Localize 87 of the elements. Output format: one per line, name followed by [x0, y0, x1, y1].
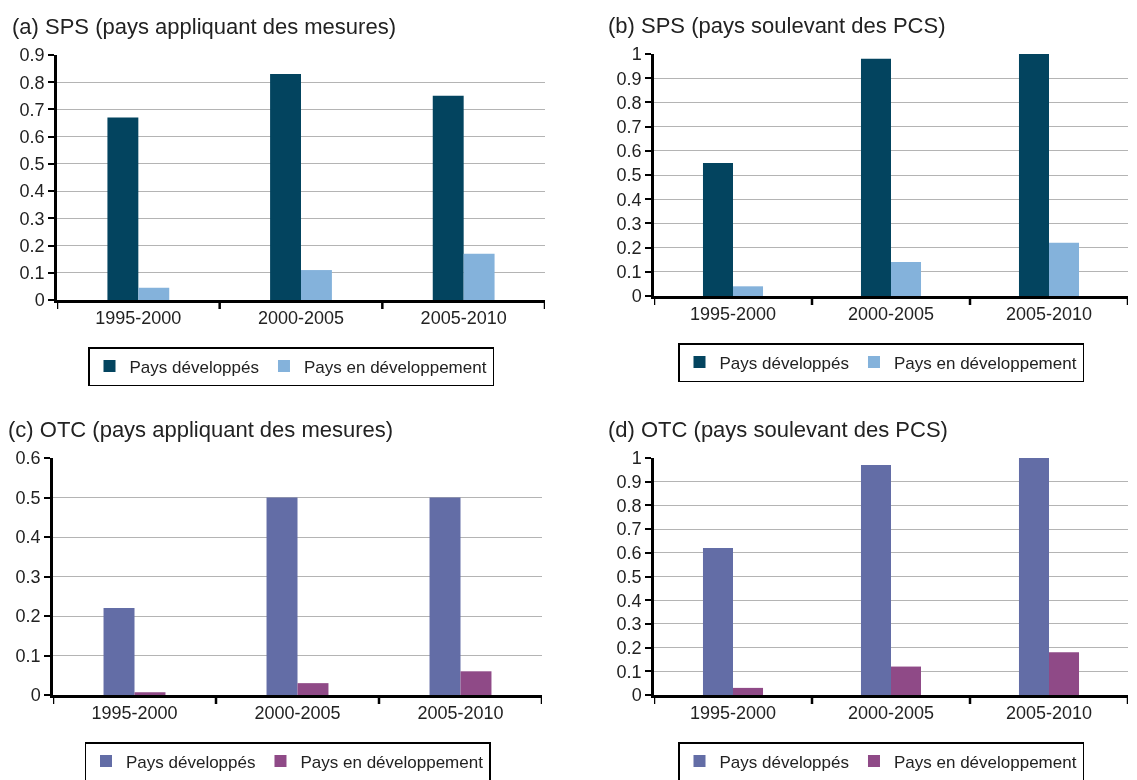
bar	[429, 497, 461, 695]
y-tick-label: 0.9	[616, 472, 642, 492]
chart-title: (b) SPS (pays soulevant des PCS)	[608, 13, 946, 38]
y-tick-label: 0.4	[19, 181, 45, 202]
y-tick-label: 0.6	[616, 543, 642, 564]
bar	[702, 162, 733, 296]
y-tick-label: 0.1	[616, 661, 642, 682]
y-tick-label: 0.3	[616, 213, 642, 234]
bar	[702, 548, 733, 695]
bar	[891, 666, 922, 695]
y-tick-label: 0.6	[19, 126, 45, 147]
bar	[1049, 652, 1080, 695]
bar	[297, 683, 329, 695]
y-tick-label: 0.8	[616, 92, 642, 113]
x-tick-label: 1995-2000	[689, 703, 777, 724]
legend-label: Pays en développement	[300, 752, 484, 772]
legend-label: Pays développés	[126, 752, 256, 772]
y-tick-label: 0.5	[19, 154, 45, 175]
x-tick-label: 2000-2005	[257, 308, 345, 329]
y-tick-label: 0.9	[19, 45, 45, 66]
bar	[1018, 54, 1049, 296]
y-tick-label: 0.1	[15, 645, 41, 666]
bar	[733, 687, 764, 695]
legend-label: Pays développés	[129, 357, 259, 377]
y-tick-label: 0.2	[19, 235, 45, 256]
bar	[138, 287, 170, 300]
y-tick-label: 0.9	[616, 68, 642, 89]
bar	[733, 286, 764, 296]
legend-label: Pays en développement	[303, 357, 487, 377]
y-tick-label: 0.6	[15, 448, 41, 469]
y-tick-label: 0.3	[19, 208, 45, 229]
x-tick-label: 2005-2010	[1005, 703, 1093, 724]
bar	[463, 253, 495, 300]
y-tick-label: 0	[631, 685, 642, 706]
y-tick-label: 0.8	[19, 72, 45, 93]
y-tick-label: 0.7	[19, 99, 45, 120]
x-tick-label: 2005-2010	[1005, 304, 1093, 325]
bar	[270, 74, 301, 300]
bar	[1018, 458, 1049, 695]
bar	[860, 58, 891, 296]
y-tick-label: 0.2	[616, 637, 642, 658]
y-tick-label: 0.7	[616, 116, 642, 137]
y-tick-label: 0.5	[616, 566, 642, 587]
bar	[266, 497, 298, 695]
bar	[1049, 242, 1080, 296]
y-tick-label: 0.1	[19, 263, 45, 284]
y-tick-label: 0.3	[616, 614, 642, 635]
legend-label: Pays en développement	[893, 752, 1077, 772]
y-tick-label: 0	[30, 685, 41, 706]
legend-label: Pays développés	[719, 353, 849, 373]
x-tick-label: 1995-2000	[95, 308, 182, 329]
chart-title: (d) OTC (pays soulevant des PCS)	[608, 417, 948, 442]
y-tick-label: 0.8	[616, 495, 642, 516]
y-tick-label: 0.6	[616, 141, 642, 162]
bar	[301, 270, 332, 300]
y-tick-label: 0.5	[616, 165, 642, 186]
chart-title: (a) SPS (pays appliquant des mesures)	[12, 14, 396, 39]
y-tick-label: 0.7	[616, 519, 642, 540]
bar	[103, 608, 135, 695]
y-tick-label: 0.3	[15, 566, 41, 587]
y-tick-label: 0.1	[616, 262, 642, 283]
x-tick-label: 2005-2010	[417, 703, 504, 724]
bar	[860, 465, 891, 695]
x-tick-label: 2000-2005	[847, 703, 935, 724]
x-tick-label: 1995-2000	[689, 304, 777, 325]
legend-label: Pays développés	[719, 752, 849, 772]
chart-title: (c) OTC (pays appliquant des mesures)	[8, 417, 394, 442]
x-tick-label: 2000-2005	[254, 703, 341, 724]
y-tick-label: 1	[631, 44, 642, 65]
x-tick-label: 1995-2000	[91, 703, 178, 724]
y-tick-label: 1	[631, 448, 642, 469]
bar	[460, 671, 492, 695]
y-tick-label: 0	[34, 290, 45, 311]
bar	[891, 262, 922, 296]
bar	[107, 117, 139, 300]
y-tick-label: 0.4	[15, 527, 41, 548]
y-tick-label: 0.4	[616, 590, 642, 611]
y-tick-label: 0.5	[15, 487, 41, 508]
y-tick-label: 0.4	[616, 189, 642, 210]
bar	[432, 95, 464, 300]
y-tick-label: 0.2	[15, 606, 41, 627]
x-tick-label: 2005-2010	[420, 308, 507, 329]
x-tick-label: 2000-2005	[847, 304, 935, 325]
y-tick-label: 0.2	[616, 237, 642, 258]
legend-label: Pays en développement	[893, 353, 1077, 373]
bar	[134, 692, 166, 695]
y-tick-label: 0	[631, 286, 642, 307]
